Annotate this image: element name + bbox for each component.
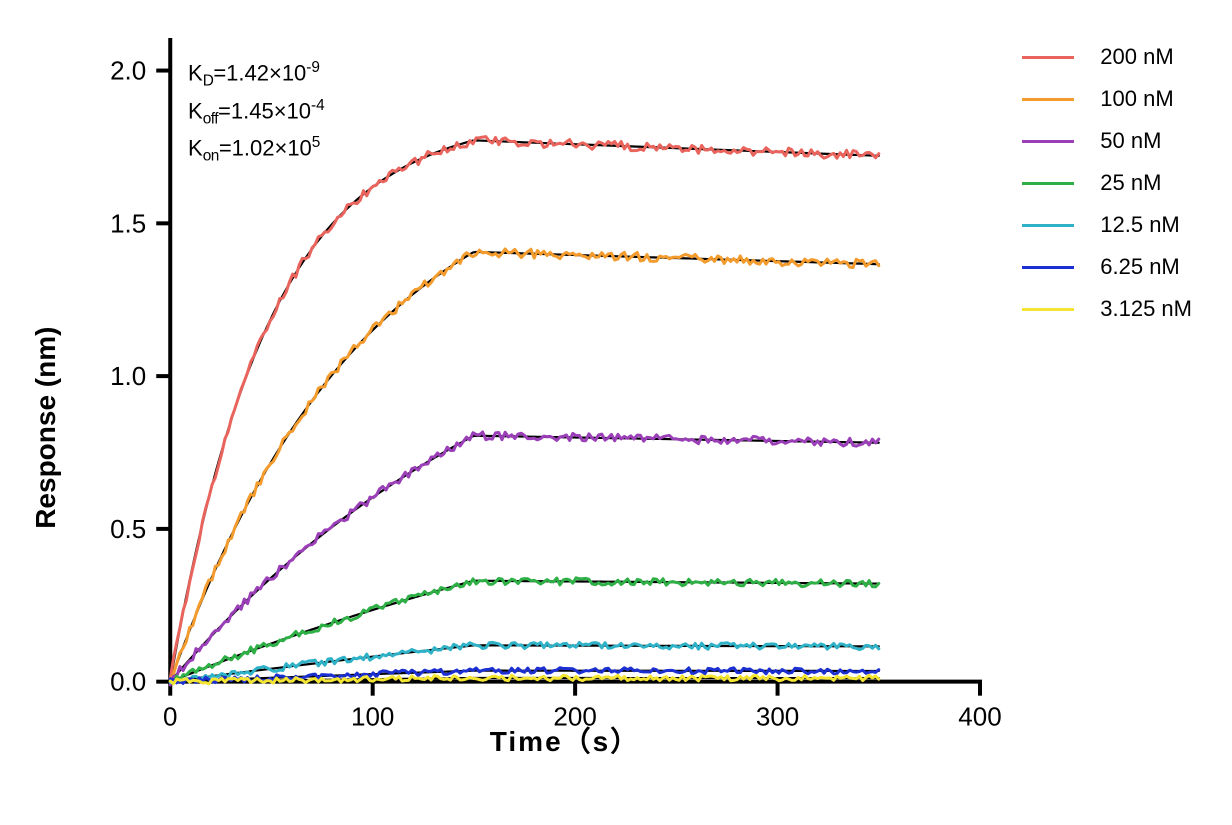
legend-row: 12.5 nM xyxy=(1022,212,1192,238)
legend-row: 200 nM xyxy=(1022,44,1192,70)
data-curve xyxy=(170,249,879,682)
data-curve xyxy=(170,137,879,679)
legend-label: 3.125 nM xyxy=(1100,296,1192,322)
legend-label: 25 nM xyxy=(1100,170,1161,196)
legend: 200 nM 100 nM 50 nM 25 nM 12.5 nM 6.25 nM 3.12… xyxy=(1022,44,1192,338)
kinetics-line: KD=1.42×10-9 xyxy=(188,56,325,94)
legend-swatch xyxy=(1022,308,1074,311)
legend-row: 50 nM xyxy=(1022,128,1192,154)
legend-swatch xyxy=(1022,182,1074,185)
binding-kinetics-chart: 01002003004000.00.51.01.52.0 Response (n… xyxy=(0,0,1232,825)
legend-label: 6.25 nM xyxy=(1100,254,1180,280)
legend-swatch xyxy=(1022,56,1074,59)
kinetics-annotation: KD=1.42×10-9Koff=1.45×10-4Kon=1.02×105 xyxy=(188,56,325,169)
y-tick-label: 0.0 xyxy=(110,667,146,697)
legend-row: 100 nM xyxy=(1022,86,1192,112)
kinetics-line: Koff=1.45×10-4 xyxy=(188,94,325,132)
x-axis-label: Time（s） xyxy=(490,720,640,760)
y-tick-label: 1.5 xyxy=(110,208,146,238)
x-tick-label: 100 xyxy=(351,702,394,732)
x-tick-label: 0 xyxy=(163,702,177,732)
legend-swatch xyxy=(1022,98,1074,101)
y-tick-label: 0.5 xyxy=(110,514,146,544)
y-axis-label: Response (nm) xyxy=(30,327,62,529)
legend-label: 50 nM xyxy=(1100,128,1161,154)
legend-row: 6.25 nM xyxy=(1022,254,1192,280)
legend-swatch xyxy=(1022,140,1074,143)
legend-row: 25 nM xyxy=(1022,170,1192,196)
legend-row: 3.125 nM xyxy=(1022,296,1192,322)
legend-swatch xyxy=(1022,266,1074,269)
y-axis-label-text: Response (nm) xyxy=(30,327,61,529)
legend-label: 12.5 nM xyxy=(1100,212,1180,238)
x-tick-label: 300 xyxy=(756,702,799,732)
x-tick-label: 400 xyxy=(958,702,1001,732)
fit-curve xyxy=(170,140,879,681)
fit-curve xyxy=(170,252,879,682)
kinetics-line: Kon=1.02×105 xyxy=(188,131,325,169)
legend-swatch xyxy=(1022,224,1074,227)
x-axis-label-text: Time（s） xyxy=(490,726,640,757)
y-tick-label: 1.0 xyxy=(110,361,146,391)
y-tick-label: 2.0 xyxy=(110,56,146,86)
legend-label: 100 nM xyxy=(1100,86,1173,112)
legend-label: 200 nM xyxy=(1100,44,1173,70)
fit-curve xyxy=(170,581,879,682)
